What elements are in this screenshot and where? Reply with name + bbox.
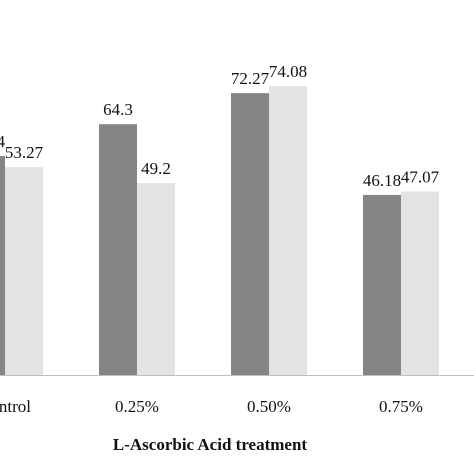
data-label-2-series-1: 74.08 [269,62,307,81]
bar-0-series-0 [0,156,5,375]
x-tick-label-3: 0.75% [379,397,423,416]
x-axis-title: L-Ascorbic Acid treatment [113,435,308,454]
data-label-1-series-1: 49.2 [141,159,171,178]
bar-2-series-1 [269,86,307,375]
x-tick-label-2: 0.50% [247,397,291,416]
data-label-0-series-1: 53.27 [5,143,44,162]
bar-0-series-1 [5,167,43,375]
data-label-0-series-0: 56.14 [0,132,6,151]
bar-3-series-1 [401,191,439,375]
bar-2-series-0 [231,93,269,375]
x-tick-label-1: 0.25% [115,397,159,416]
x-tick-label-0: Control [0,397,31,416]
data-label-1-series-0: 64.3 [103,100,133,119]
bars-layer [0,86,439,375]
data-label-3-series-1: 47.07 [401,167,440,186]
bar-1-series-0 [99,124,137,375]
data-label-3-series-0: 46.18 [363,171,401,190]
bar-3-series-0 [363,194,401,375]
bar-1-series-1 [137,183,175,375]
data-label-2-series-0: 72.27 [231,69,270,88]
x-tick-labels-layer: Control 0.25% 0.50% 0.75% [0,397,423,416]
